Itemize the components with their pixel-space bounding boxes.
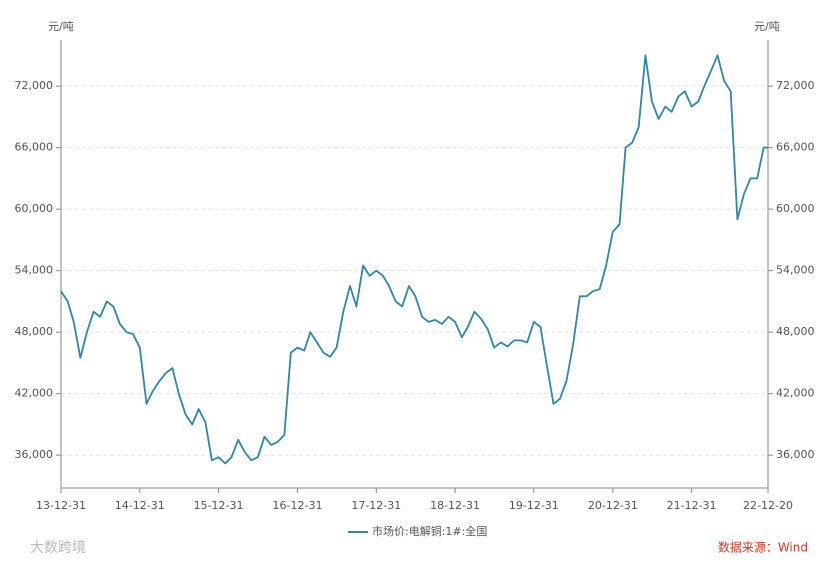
y-tick-label: 54,000 [15, 264, 54, 277]
y2-tick-label: 54,000 [776, 264, 815, 277]
y-tick-label: 60,000 [15, 202, 54, 215]
y-tick-label: 42,000 [15, 387, 54, 400]
x-tick-label: 19-12-31 [509, 499, 559, 512]
y-axis-label: 元/吨 [48, 20, 74, 33]
x-tick-label: 15-12-31 [194, 499, 244, 512]
y2-tick-label: 60,000 [776, 202, 815, 215]
x-tick-label: 22-12-20 [743, 499, 793, 512]
x-tick-label: 17-12-31 [351, 499, 401, 512]
y2-tick-label: 36,000 [776, 448, 815, 461]
x-tick-label: 13-12-31 [36, 499, 86, 512]
source: 数据来源：Wind [718, 540, 808, 555]
y2-tick-label: 42,000 [776, 387, 815, 400]
y-tick-label: 36,000 [15, 448, 54, 461]
x-tick-label: 18-12-31 [430, 499, 480, 512]
x-tick-label: 20-12-31 [588, 499, 638, 512]
y2-tick-label: 72,000 [776, 79, 815, 92]
line-series [60, 54, 768, 465]
y-tick-label: 66,000 [15, 141, 54, 154]
y-tick-label: 72,000 [15, 79, 54, 92]
watermark: 大数跨境 [30, 540, 86, 556]
y2-tick-label: 48,000 [776, 325, 815, 338]
y-tick-label: 48,000 [15, 325, 54, 338]
y2-axis-label: 元/吨 [754, 20, 780, 33]
x-tick-label: 21-12-31 [667, 499, 717, 512]
x-tick-label: 16-12-31 [273, 499, 323, 512]
legend-label: 市场价:电解铜:1#:全国 [372, 524, 487, 538]
x-tick-label: 14-12-31 [115, 499, 165, 512]
y2-tick-label: 66,000 [776, 141, 815, 154]
